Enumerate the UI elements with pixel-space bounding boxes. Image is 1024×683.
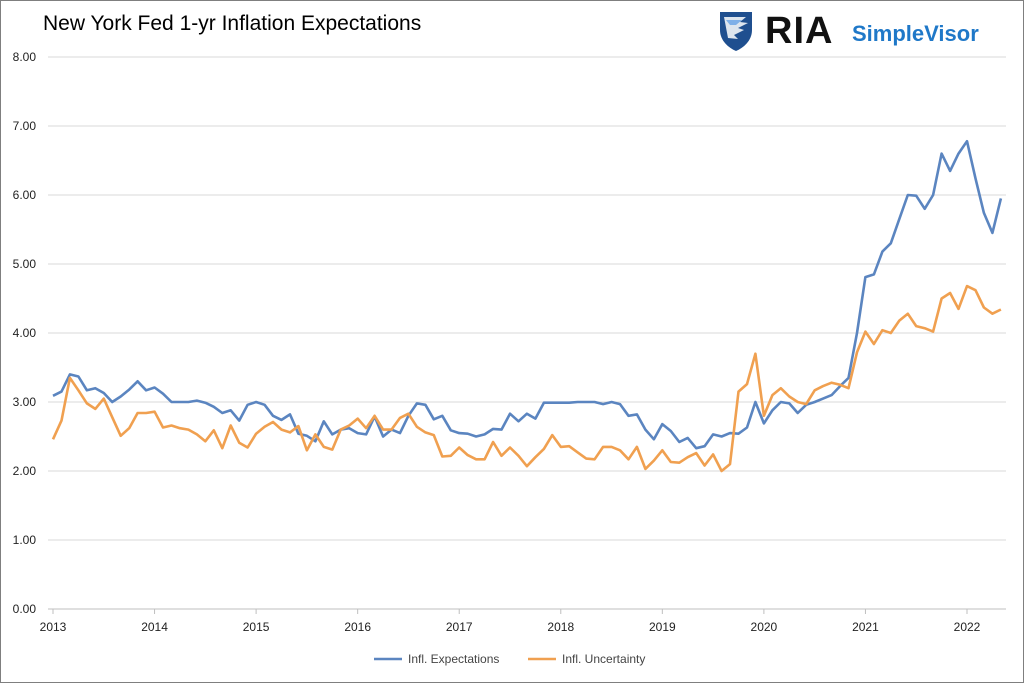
y-tick-label: 1.00 [13,533,37,547]
legend-label: Infl. Uncertainty [562,652,645,666]
y-tick-label: 4.00 [13,326,37,340]
series-line-infl-uncertainty [51,284,1002,473]
x-tick-label: 2013 [40,620,67,634]
y-axis-ticks: 0.00 1.00 2.00 3.00 4.00 5.00 6.00 7.00 8.00 [13,50,37,616]
x-tick-label: 2017 [446,620,473,634]
y-tick-label: 8.00 [13,50,37,64]
y-tick-label: 6.00 [13,188,37,202]
chart-title: New York Fed 1-yr Inflation Expectations [43,12,422,35]
gridlines [48,56,1006,610]
series-line-infl-expectations [52,139,1003,450]
x-tick-label: 2019 [649,620,676,634]
y-tick-label: 5.00 [13,257,37,271]
x-tick-label: 2014 [141,620,168,634]
series-lines [51,139,1003,473]
x-tick-label: 2020 [751,620,778,634]
ria-simplevisor-logo: RIA SimpleVisor [716,8,996,52]
x-axis-ticks: 2013 2014 2015 2016 2017 2018 2019 2020 2021 2022 [40,609,981,634]
legend: Infl. Expectations Infl. Uncertainty [374,652,645,666]
x-tick-label: 2016 [344,620,371,634]
x-tick-label: 2018 [547,620,574,634]
y-tick-label: 7.00 [13,119,37,133]
y-tick-label: 2.00 [13,464,37,478]
logo-product-text: SimpleVisor [852,21,979,46]
x-tick-label: 2022 [954,620,981,634]
x-tick-label: 2015 [243,620,270,634]
x-tick-label: 2021 [852,620,879,634]
logo-brand-text: RIA [765,10,834,52]
legend-label: Infl. Expectations [408,652,499,666]
y-tick-label: 3.00 [13,395,37,409]
eagle-shield-icon [720,12,752,51]
y-tick-label: 0.00 [13,602,37,616]
